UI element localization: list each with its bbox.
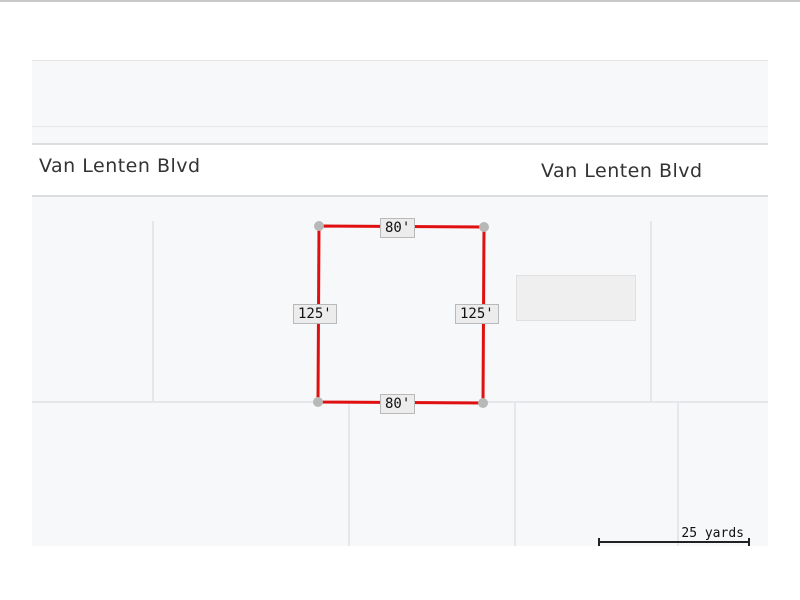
- parcel-outline[interactable]: [32, 61, 768, 546]
- scale-bar-line: [598, 538, 750, 546]
- scale-bar: 25 yards: [598, 526, 750, 546]
- dimension-right: 125': [455, 304, 499, 324]
- top-divider: [0, 0, 800, 2]
- parcel-line: [677, 403, 679, 546]
- scale-label: 25 yards: [681, 526, 744, 541]
- dimension-left: 125': [293, 304, 337, 324]
- building-footprint: [516, 275, 636, 321]
- vertex-handle[interactable]: [314, 221, 324, 231]
- road-van-lenten-blvd: [32, 143, 768, 197]
- parcel-line: [32, 126, 768, 127]
- parcel-line: [514, 403, 516, 546]
- map-canvas[interactable]: Van Lenten Blvd Van Lenten Blvd 80' 80' …: [32, 60, 768, 546]
- dimension-bottom: 80': [380, 394, 416, 414]
- parcel-line: [152, 221, 154, 401]
- dimension-top: 80': [380, 218, 416, 238]
- parcel-line: [348, 403, 350, 546]
- vertex-handle[interactable]: [479, 222, 489, 232]
- street-label: Van Lenten Blvd: [39, 155, 201, 177]
- parcel-line: [650, 221, 652, 401]
- vertex-handle[interactable]: [478, 398, 488, 408]
- street-label: Van Lenten Blvd: [541, 160, 703, 182]
- vertex-handle[interactable]: [313, 397, 323, 407]
